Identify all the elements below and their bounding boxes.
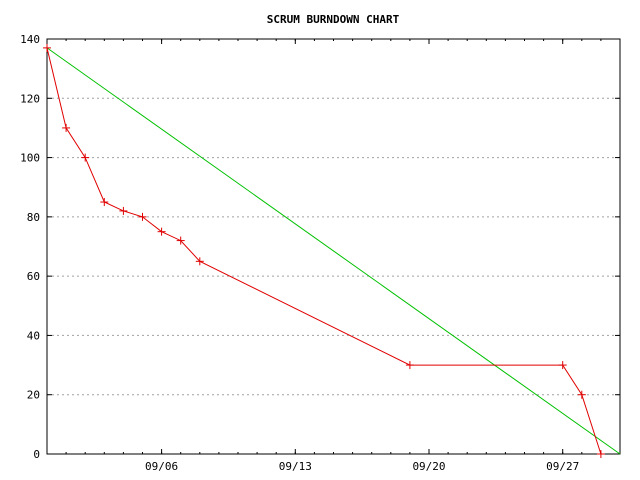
y-tick-label: 60 [27, 270, 40, 283]
data-point-marker [43, 43, 51, 52]
chart-title: SCRUM BURNDOWN CHART [267, 13, 400, 26]
axes: 0 20 40 60 80 100 120 140 09/06 09/13 09/20 09/27 [20, 33, 621, 473]
data-point-marker [405, 361, 414, 370]
x-tick-label: 09/06 [145, 460, 178, 473]
x-tick-label: 09/27 [546, 460, 579, 473]
data-point-marker [596, 450, 605, 458]
data-point-marker [138, 212, 147, 221]
data-point-marker [195, 257, 204, 266]
series-layer [43, 43, 621, 458]
grid-lines [47, 97, 620, 396]
data-point-marker [100, 198, 109, 207]
data-point-marker [157, 227, 166, 236]
x-tick-label: 09/13 [279, 460, 312, 473]
data-point-marker [119, 206, 128, 215]
y-tick-label: 0 [33, 448, 40, 461]
series-line-1 [46, 47, 602, 455]
x-tick-label: 09/20 [412, 460, 445, 473]
plot-frame [46, 38, 621, 455]
y-tick-label: 40 [27, 329, 40, 342]
data-point-marker [176, 236, 185, 245]
series-line-0 [46, 47, 621, 455]
data-point-marker [81, 153, 90, 162]
data-point-marker [558, 361, 567, 370]
y-tick-label: 20 [27, 389, 40, 402]
y-tick-label: 140 [20, 33, 40, 46]
y-tick-label: 80 [27, 211, 40, 224]
y-tick-label: 120 [20, 92, 40, 105]
data-point-marker [62, 123, 71, 132]
y-tick-label: 100 [20, 152, 40, 165]
data-point-marker [577, 390, 586, 399]
